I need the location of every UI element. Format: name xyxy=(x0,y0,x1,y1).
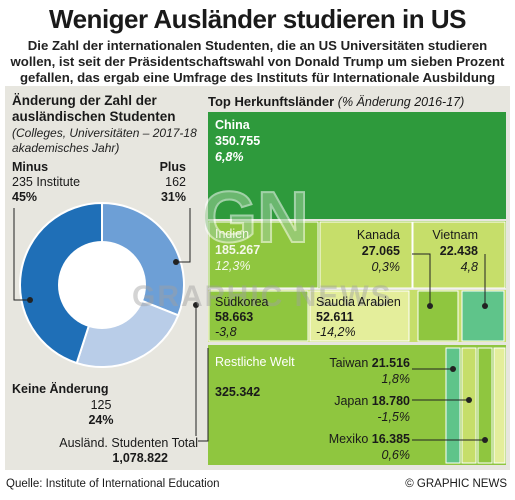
label-kanada-value: 27.065 xyxy=(361,244,400,258)
minus-count: 235 Institute xyxy=(12,175,81,189)
none-count: 125 xyxy=(90,398,112,412)
minus-pct: 45% xyxy=(12,190,38,204)
treemap-title-text: Top Herkunftsländer xyxy=(208,94,335,109)
label-china-name: China xyxy=(215,118,250,132)
watermark-text: GRAPHIC NEWS xyxy=(132,280,393,313)
label-vietnam-value: 22.438 xyxy=(439,244,478,258)
plus-pct: 31% xyxy=(160,190,186,204)
none-label: Keine Änderung xyxy=(12,382,109,396)
none-pct: 24% xyxy=(88,413,114,427)
label-mexiko-change: 0,6% xyxy=(381,448,411,462)
label-mexiko-name: Mexiko xyxy=(328,432,369,446)
label-saudi-name: Saudia Arabien xyxy=(316,295,401,309)
treemap-title: Top Herkunftsländer (% Änderung 2016-17) xyxy=(208,94,464,109)
label-taiwan: Taiwan 21.516 xyxy=(316,356,410,371)
svg-text:GN: GN xyxy=(205,178,305,258)
graphic-news-logo: GN xyxy=(205,177,305,258)
label-suedkorea-name: Südkorea xyxy=(215,295,269,309)
label-indien-name: Indien xyxy=(215,227,250,241)
label-vietnam-name: Vietnam xyxy=(432,228,478,242)
label-japan-change: -1,5% xyxy=(377,410,410,424)
total-label: Ausländ. Studenten Total xyxy=(59,436,198,450)
label-taiwan-name: Taiwan xyxy=(329,356,369,370)
total-value: 1,078.822 xyxy=(112,451,168,465)
donut-note: (Colleges, Universitäten – 2017-18 akade… xyxy=(12,126,197,155)
label-taiwan-change: 1,8% xyxy=(381,372,411,386)
page-subtitle: Die Zahl der internationalen Studenten, … xyxy=(10,38,505,85)
label-rest-value: 325.342 xyxy=(215,385,261,399)
donut-center-value: 522 xyxy=(87,259,117,278)
label-mexiko-value: 16.385 xyxy=(371,432,410,446)
donut-title: Änderung der Zahl der ausländischen Stud… xyxy=(12,93,176,124)
label-suedkorea-value: 58.663 xyxy=(215,310,254,324)
label-vietnam-change: 4,8 xyxy=(460,260,478,274)
label-indien-value: 185.267 xyxy=(215,243,261,257)
plus-label: Plus xyxy=(159,160,186,174)
plus-count: 162 xyxy=(165,175,186,189)
label-saudi-value: 52.611 xyxy=(316,310,354,324)
label-taiwan-value: 21.516 xyxy=(371,356,410,370)
label-japan-name: Japan xyxy=(334,394,369,408)
label-saudi-change: -14,2% xyxy=(316,325,356,339)
minus-label: Minus xyxy=(12,160,49,174)
label-mexiko: Mexiko 16.385 xyxy=(300,432,410,447)
credit: © GRAPHIC NEWS xyxy=(405,478,507,490)
label-china-change: 6,8% xyxy=(215,150,244,164)
label-rest-name: Restliche Welt xyxy=(215,355,295,369)
label-japan-value: 18.780 xyxy=(371,394,410,408)
label-indien-change: 12,3% xyxy=(215,259,251,273)
label-kanada-name: Kanada xyxy=(356,228,400,242)
page-title: Weniger Ausländer studieren in US xyxy=(49,4,466,34)
label-japan: Japan 18.780 xyxy=(316,394,410,409)
source-note: Quelle: Institute of International Educa… xyxy=(6,478,220,490)
treemap-note: (% Änderung 2016-17) xyxy=(337,95,465,109)
label-kanada-change: 0,3% xyxy=(371,260,401,274)
label-suedkorea-change: -3,8 xyxy=(215,325,237,339)
label-china-value: 350.755 xyxy=(215,134,261,148)
